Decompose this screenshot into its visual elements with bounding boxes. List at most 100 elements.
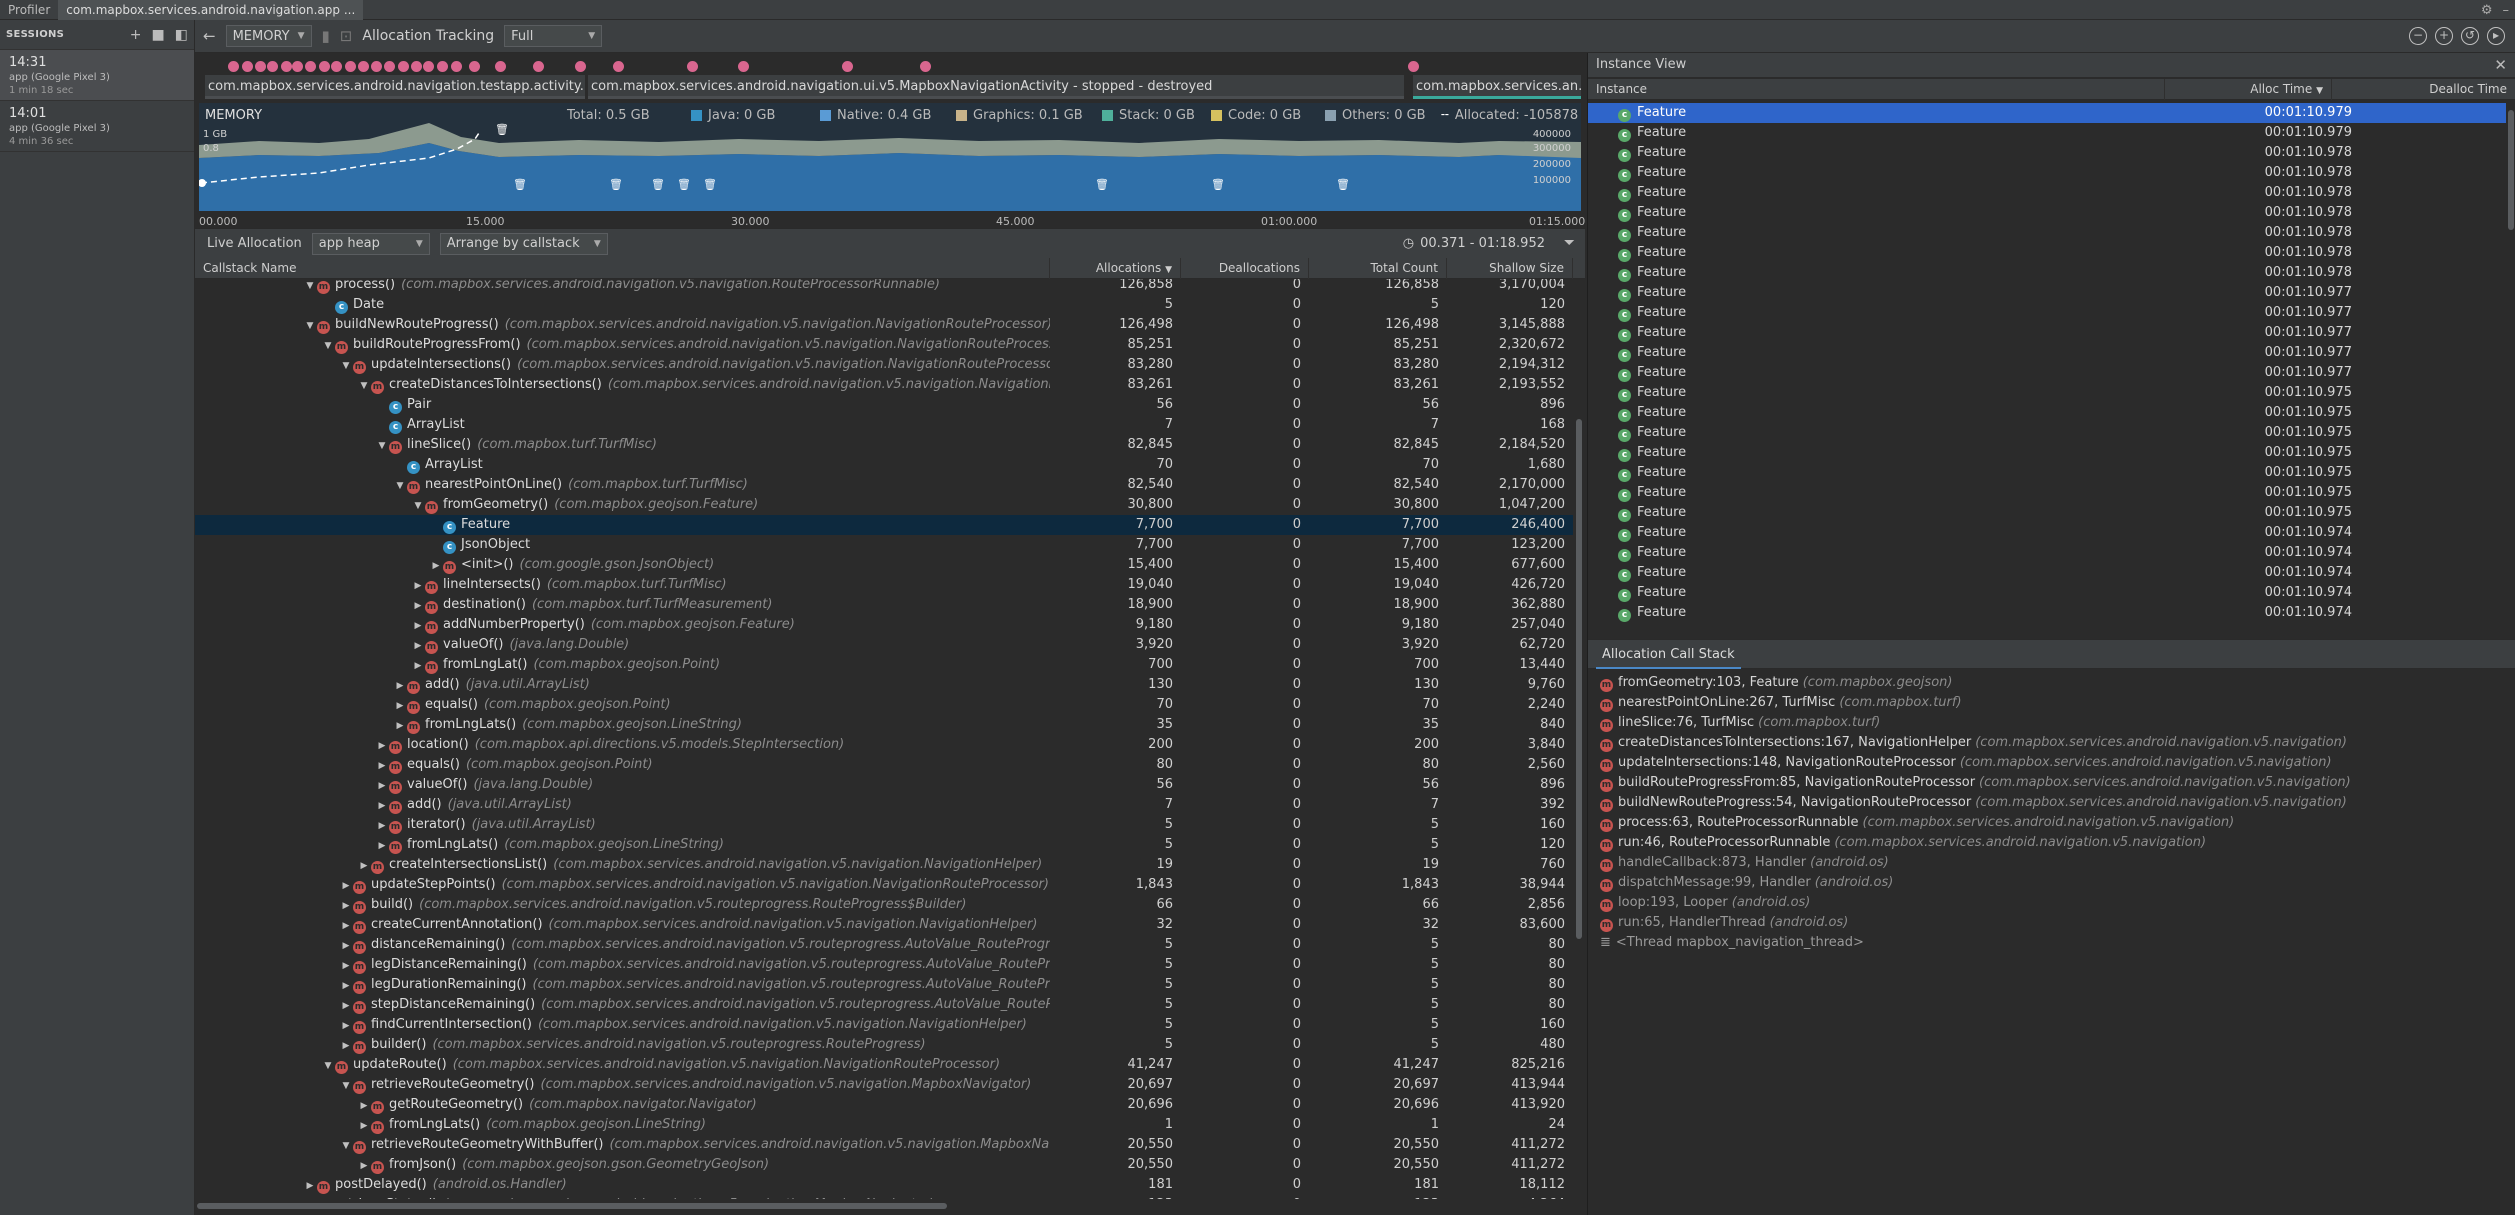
collapsed-triangle-icon[interactable]: ▶	[414, 621, 422, 631]
scrollbar-thumb[interactable]	[1576, 419, 1582, 939]
call-stack-frame[interactable]: m nearestPointOnLine:267, TurfMisc (com.ma…	[1600, 693, 1962, 713]
instance-row[interactable]: c Feature 00:01:10.977	[1588, 343, 2506, 363]
expanded-triangle-icon[interactable]: ▼	[342, 1081, 350, 1091]
table-row[interactable]: ▶ m fromLngLat() (com.mapbox.geojson.Point)…	[195, 655, 1573, 675]
stop-session-icon[interactable]: ■	[151, 26, 165, 43]
collapsed-triangle-icon[interactable]: ▶	[342, 881, 350, 891]
table-row[interactable]: ▼ m fromGeometry() (com.mapbox.geojson.Feat…	[195, 495, 1573, 515]
instance-row[interactable]: c Feature 00:01:10.975	[1588, 403, 2506, 423]
tab-profiler[interactable]: Profiler	[8, 2, 51, 17]
collapsed-triangle-icon[interactable]: ▶	[342, 921, 350, 931]
collapsed-triangle-icon[interactable]: ▶	[342, 941, 350, 951]
column-shallow-size[interactable]: Shallow Size	[1447, 258, 1573, 279]
collapsed-triangle-icon[interactable]: ▶	[414, 641, 422, 651]
instance-row[interactable]: c Feature 00:01:10.975	[1588, 423, 2506, 443]
call-stack-frame[interactable]: m lineSlice:76, TurfMisc (com.mapbox.turf)	[1600, 713, 1880, 733]
table-vertical-scrollbar[interactable]	[1575, 279, 1583, 1199]
call-stack-frame[interactable]: m process:63, RouteProcessorRunnable (com.…	[1600, 813, 2234, 833]
scrollbar-thumb[interactable]	[197, 1203, 947, 1209]
garbage-collection-icon[interactable]: 🗑	[1211, 178, 1225, 191]
table-row[interactable]: ▶ m build() (com.mapbox.services.android.na…	[195, 895, 1573, 915]
garbage-collection-icon[interactable]: 🗑	[1095, 178, 1109, 191]
collapsed-triangle-icon[interactable]: ▶	[378, 841, 386, 851]
column-allocations[interactable]: Allocations ▼	[1050, 258, 1181, 279]
table-row[interactable]: ▶ m postDelayed() (android.os.Handler) 181 0 1…	[195, 1175, 1573, 1195]
instance-row[interactable]: c Feature 00:01:10.977	[1588, 363, 2506, 383]
reset-zoom-icon[interactable]: ↺	[2461, 27, 2479, 45]
activity-bar[interactable]: com.mapbox.services.android.navigation.t…	[205, 75, 585, 99]
instance-row[interactable]: c Feature 00:01:10.975	[1588, 383, 2506, 403]
table-row[interactable]: c ArrayList 7 0 7 168	[195, 415, 1573, 435]
expanded-triangle-icon[interactable]: ▼	[342, 1141, 350, 1151]
collapsed-triangle-icon[interactable]: ▶	[414, 581, 422, 591]
table-row[interactable]: ▶ m equals() (com.mapbox.geojson.Point) 70 0 7…	[195, 695, 1573, 715]
garbage-collection-icon[interactable]: 🗑	[677, 178, 691, 191]
garbage-collection-icon[interactable]: 🗑	[1336, 178, 1350, 191]
instance-row[interactable]: c Feature 00:01:10.978	[1588, 243, 2506, 263]
table-row[interactable]: ▶ m location() (com.mapbox.api.directions.v…	[195, 735, 1573, 755]
instance-row[interactable]: c Feature 00:01:10.978	[1588, 203, 2506, 223]
instance-row[interactable]: c Feature 00:01:10.978	[1588, 263, 2506, 283]
expanded-triangle-icon[interactable]: ▼	[342, 361, 350, 371]
collapsed-triangle-icon[interactable]: ▶	[396, 681, 404, 691]
table-row[interactable]: ▶ m iterator() (java.util.ArrayList) 5 0 5 160	[195, 815, 1573, 835]
instance-row[interactable]: c Feature 00:01:10.975	[1588, 463, 2506, 483]
instance-row[interactable]: c Feature 00:01:10.975	[1588, 483, 2506, 503]
session-item[interactable]: 14:31 app (Google Pixel 3) 1 min 18 sec	[0, 50, 194, 101]
call-stack-frame[interactable]: ≣ <Thread mapbox_navigation_thread>	[1600, 933, 1864, 953]
call-stack-frame[interactable]: m handleCallback:873, Handler (android.os)	[1600, 853, 1889, 873]
tab-allocation-call-stack[interactable]: Allocation Call Stack	[1596, 640, 1741, 669]
zoom-out-icon[interactable]: −	[2409, 27, 2427, 45]
expanded-triangle-icon[interactable]: ▼	[414, 501, 422, 511]
collapsed-triangle-icon[interactable]: ▶	[414, 601, 422, 611]
table-row[interactable]: ▶ m updateStepPoints() (com.mapbox.services…	[195, 875, 1573, 895]
scrollbar-thumb[interactable]	[2508, 110, 2514, 230]
table-row[interactable]: ▼ m nearestPointOnLine() (com.mapbox.turf.T…	[195, 475, 1573, 495]
collapsed-triangle-icon[interactable]: ▶	[342, 901, 350, 911]
allocation-tracking-select[interactable]: Full ▼	[504, 25, 603, 47]
filter-icon[interactable]: ⏷	[1563, 235, 1575, 251]
column-callstack-name[interactable]: Callstack Name	[195, 258, 1050, 279]
table-row[interactable]: ▶ m addNumberProperty() (com.mapbox.geojson…	[195, 615, 1573, 635]
collapsed-triangle-icon[interactable]: ▶	[378, 761, 386, 771]
jump-to-live-icon[interactable]: ▸	[2487, 27, 2505, 45]
profiler-selector[interactable]: MEMORY ▼	[225, 25, 312, 47]
call-stack-frame[interactable]: m run:46, RouteProcessorRunnable (com.mapb…	[1600, 833, 2206, 853]
table-row[interactable]: ▶ m findCurrentIntersection() (com.mapbox.s…	[195, 1015, 1573, 1035]
expanded-triangle-icon[interactable]: ▼	[306, 281, 314, 291]
garbage-collection-icon[interactable]: 🗑	[495, 123, 509, 136]
collapsed-triangle-icon[interactable]: ▶	[396, 701, 404, 711]
table-row[interactable]: ▶ m <init>() (com.google.gson.JsonObject) 15…	[195, 555, 1573, 575]
collapsed-triangle-icon[interactable]: ▶	[342, 1001, 350, 1011]
table-row[interactable]: c Feature 7,700 0 7,700 246,400	[195, 515, 1573, 535]
garbage-collection-icon[interactable]: 🗑	[703, 178, 717, 191]
expanded-triangle-icon[interactable]: ▼	[396, 481, 404, 491]
call-stack-frame[interactable]: m dispatchMessage:99, Handler (android.os)	[1600, 873, 1893, 893]
add-session-icon[interactable]: +	[129, 26, 142, 43]
call-stack-frame[interactable]: m createDistancesToIntersections:167, Nav…	[1600, 733, 2347, 753]
collapsed-triangle-icon[interactable]: ▶	[360, 1101, 368, 1111]
zoom-in-icon[interactable]: +	[2435, 27, 2453, 45]
session-item[interactable]: 14:01 app (Google Pixel 3) 4 min 36 sec	[0, 101, 194, 152]
close-icon[interactable]: ✕	[2494, 56, 2507, 74]
collapse-panel-icon[interactable]: ◧	[174, 26, 188, 43]
table-row[interactable]: ▶ m equals() (com.mapbox.geojson.Point) 80 0 8…	[195, 755, 1573, 775]
garbage-collection-icon[interactable]: 🗑	[651, 178, 665, 191]
call-stack-frame[interactable]: m loop:193, Looper (android.os)	[1600, 893, 1810, 913]
table-row[interactable]: ▼ m retrieveRouteGeometry() (com.mapbox.ser…	[195, 1075, 1573, 1095]
instance-row[interactable]: c Feature 00:01:10.975	[1588, 503, 2506, 523]
instance-row[interactable]: c Feature 00:01:10.977	[1588, 303, 2506, 323]
instance-row[interactable]: c Feature 00:01:10.979	[1588, 123, 2506, 143]
column-instance[interactable]: Instance	[1588, 79, 2165, 100]
activity-bar[interactable]: com.mapbox.services.an...	[1413, 75, 1581, 99]
collapsed-triangle-icon[interactable]: ▶	[303, 1196, 317, 1199]
collapsed-triangle-icon[interactable]: ▶	[306, 1181, 314, 1191]
table-row[interactable]: ▶ m stepDistanceRemaining() (com.mapbox.ser…	[195, 995, 1573, 1015]
collapsed-triangle-icon[interactable]: ▶	[360, 1121, 368, 1131]
table-row[interactable]: ▶ m fromLngLats() (com.mapbox.geojson.LineS…	[195, 1115, 1573, 1135]
table-row[interactable]: c JsonObject 7,700 0 7,700 123,200	[195, 535, 1573, 555]
column-alloc-time[interactable]: Alloc Time ▼	[2165, 79, 2332, 100]
table-row[interactable]: c Date 5 0 5 120	[195, 295, 1573, 315]
collapsed-triangle-icon[interactable]: ▶	[342, 1041, 350, 1051]
instance-row[interactable]: c Feature 00:01:10.974	[1588, 603, 2506, 623]
